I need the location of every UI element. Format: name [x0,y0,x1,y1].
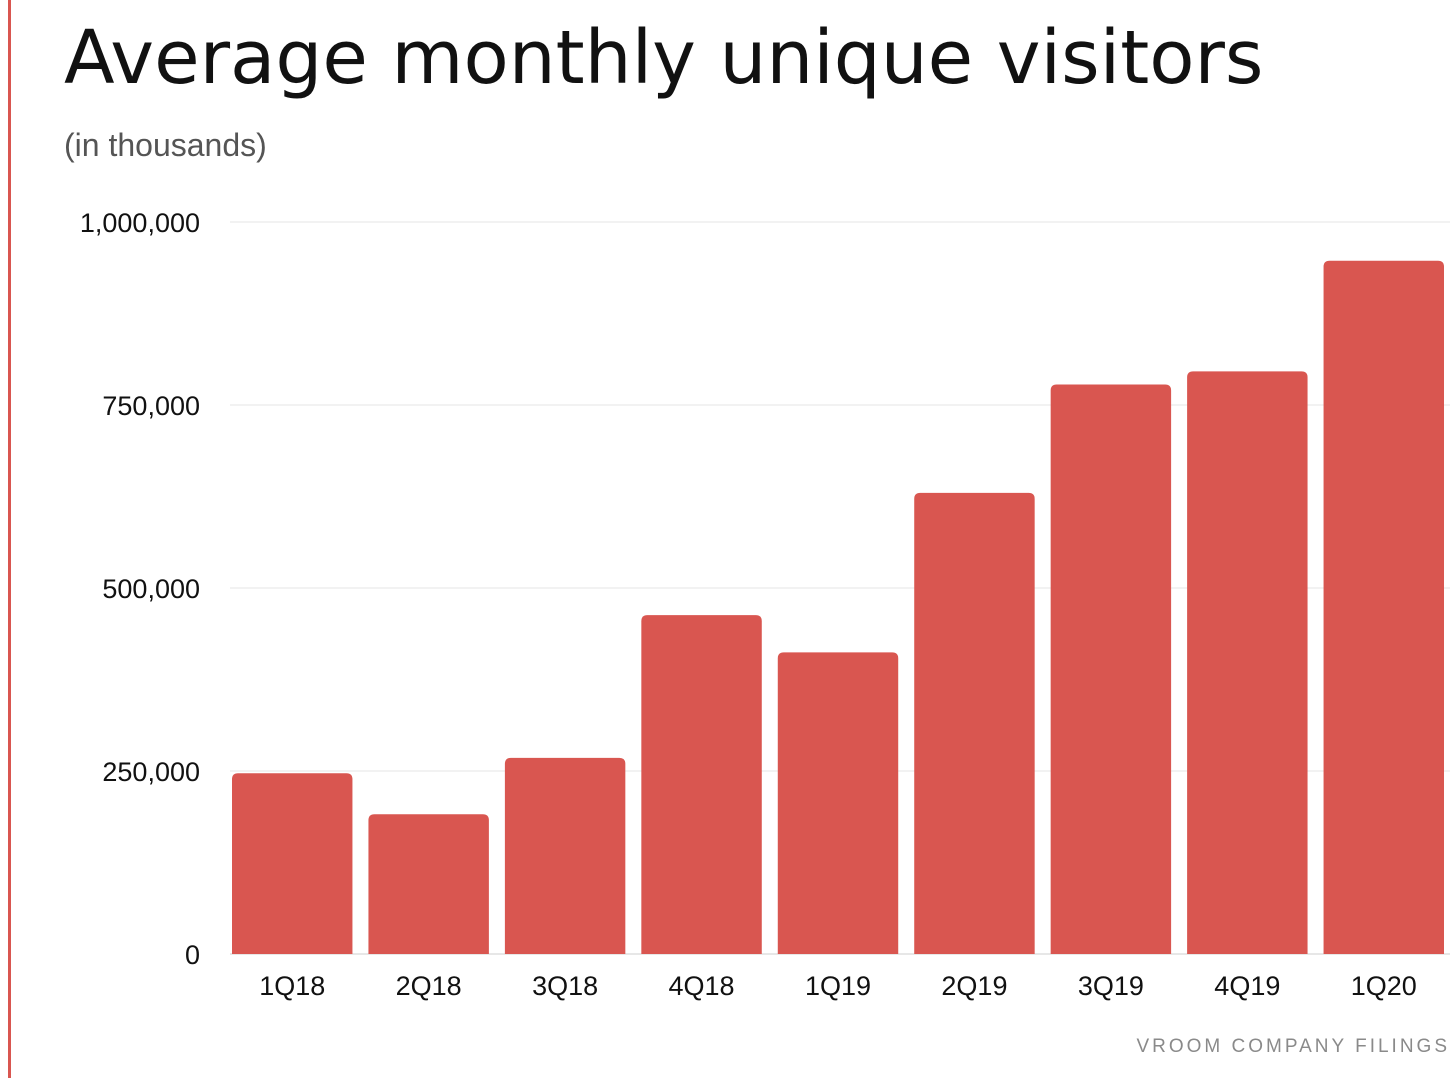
x-tick-label: 1Q18 [259,971,325,1001]
y-tick-label: 1,000,000 [80,208,200,238]
bar-1Q19 [777,652,899,954]
bar-4Q19 [1187,371,1308,954]
bar-4Q18 [641,615,762,954]
chart-subtitle: (in thousands) [64,127,267,163]
x-tick-label: 2Q19 [941,971,1007,1001]
source-credit: VROOM COMPANY FILINGS [1136,1036,1450,1057]
y-tick-label: 250,000 [102,757,200,787]
x-tick-label: 3Q18 [532,971,598,1001]
bar-3Q19 [1050,384,1172,954]
bar-3Q18 [504,757,626,954]
bar-1Q20 [1323,260,1444,954]
bar-2Q19 [914,492,1035,954]
y-tick-label: 0 [185,940,200,970]
x-tick-label: 2Q18 [396,971,462,1001]
chart-title: Average monthly unique visitors [64,15,1264,101]
x-tick-label: 1Q20 [1351,971,1417,1001]
accent-bar [8,0,11,1078]
y-tick-label: 500,000 [102,574,200,604]
x-tick-label: 4Q18 [669,971,735,1001]
x-tick-label: 1Q19 [805,971,871,1001]
x-tick-label: 3Q19 [1078,971,1144,1001]
bar-2Q18 [368,814,489,954]
y-tick-label: 750,000 [102,391,200,421]
x-tick-label: 4Q19 [1214,971,1280,1001]
bar-1Q18 [232,773,353,954]
